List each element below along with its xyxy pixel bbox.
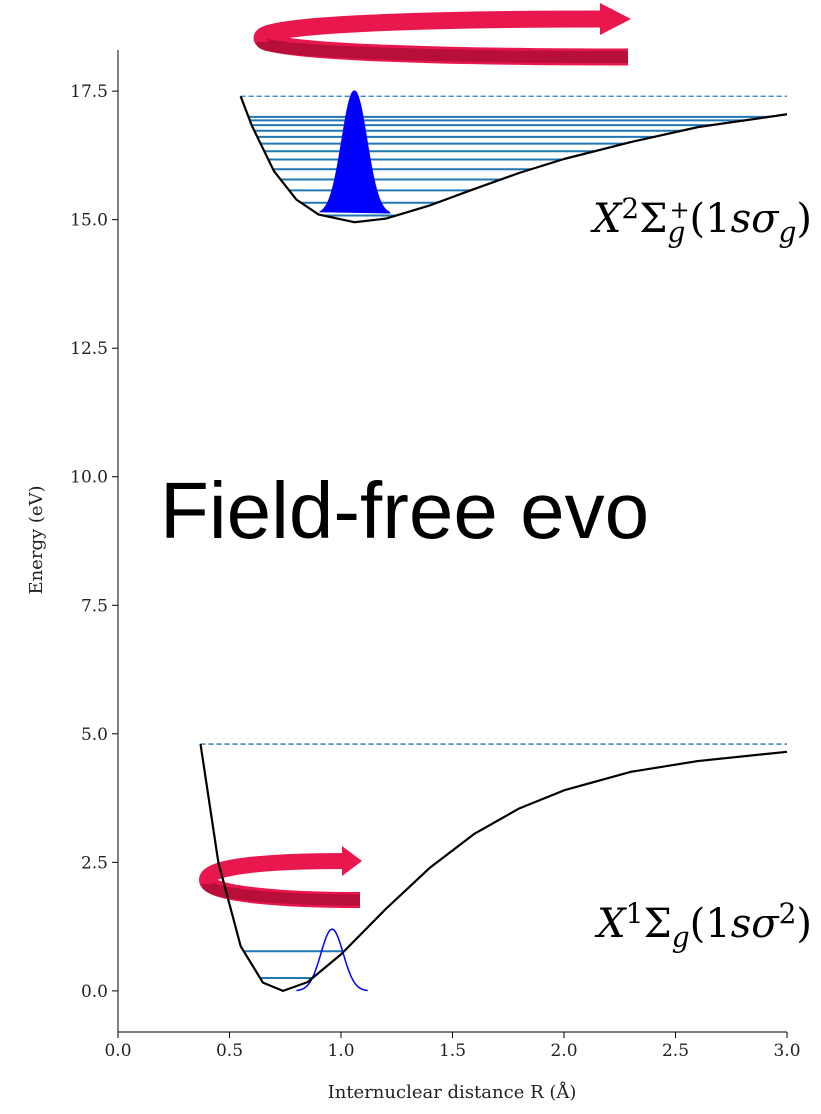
state-label-part: Σ xyxy=(639,196,667,242)
y-tick-label: 15.0 xyxy=(70,211,108,231)
annotation: Field-free evo xyxy=(160,466,649,555)
state-label-part: (1 xyxy=(690,196,731,242)
y-tick-label: 7.5 xyxy=(81,596,108,616)
potential-curve xyxy=(239,95,788,224)
x-tick-label: 3.0 xyxy=(773,1041,800,1061)
state-label-part: g xyxy=(672,921,690,954)
y-tick-label: 17.5 xyxy=(70,82,108,102)
state-label-part: + xyxy=(669,196,689,224)
state-label: X2Σg+(1sσg) xyxy=(590,192,812,249)
y-tick-label: 2.5 xyxy=(81,853,108,873)
state-label-part: ) xyxy=(796,901,812,947)
x-tick-label: 0.5 xyxy=(216,1041,243,1061)
state-label-part: s xyxy=(731,196,752,242)
state-label-part: Σ xyxy=(643,901,671,947)
x-tick-label: 1.5 xyxy=(439,1041,466,1061)
state-label-part: 2 xyxy=(779,897,797,930)
y-tick-label: 12.5 xyxy=(70,339,108,359)
potential-curve xyxy=(199,743,788,992)
x-tick-label: 0.0 xyxy=(104,1041,131,1061)
state-label-part: 2 xyxy=(621,192,639,225)
y-axis-label: Energy (eV) xyxy=(26,485,47,594)
rotation-arrow xyxy=(198,846,362,908)
state-label: X1Σg(1sσ2) xyxy=(594,897,812,954)
rotation-arrow xyxy=(253,3,631,66)
state-label-part: σ xyxy=(751,196,780,242)
state-label-part: X xyxy=(594,901,627,947)
state-label-part: s xyxy=(731,901,752,947)
x-axis-label: Internuclear distance R (Å) xyxy=(328,1081,577,1103)
state-label-part: (1 xyxy=(690,901,731,947)
wavepacket xyxy=(296,928,368,992)
state-label-part: g xyxy=(668,216,686,249)
state-label-part: 1 xyxy=(626,897,644,930)
state-label-part: X xyxy=(590,196,623,242)
y-tick-label: 0.0 xyxy=(81,982,108,1002)
x-tick-label: 2.5 xyxy=(662,1041,689,1061)
x-tick-label: 2.0 xyxy=(550,1041,577,1061)
wavepacket xyxy=(318,90,391,214)
x-tick-label: 1.0 xyxy=(327,1041,354,1061)
y-tick-label: 10.0 xyxy=(70,468,108,488)
state-label-part: σ xyxy=(751,901,780,947)
state-label-part: ) xyxy=(796,196,812,242)
y-tick-label: 5.0 xyxy=(81,725,108,745)
state-label-part: g xyxy=(778,216,796,249)
